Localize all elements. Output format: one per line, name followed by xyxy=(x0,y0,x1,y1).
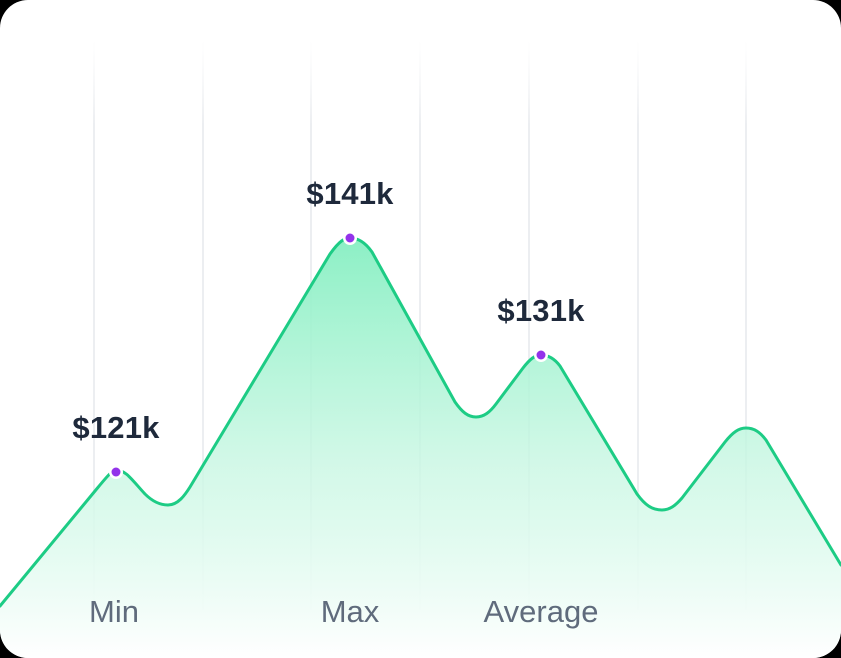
min-marker[interactable] xyxy=(109,465,123,479)
area-line xyxy=(0,236,841,608)
average-marker[interactable] xyxy=(534,348,548,362)
average-value-label: $131k xyxy=(497,293,585,328)
max-axis-label: Max xyxy=(320,594,380,629)
max-marker[interactable] xyxy=(343,231,357,245)
min-value-label: $121k xyxy=(72,410,160,445)
average-axis-label: Average xyxy=(483,594,599,629)
max-value-label: $141k xyxy=(306,176,394,211)
min-axis-label: Min xyxy=(89,594,139,629)
area-fill xyxy=(0,238,841,658)
